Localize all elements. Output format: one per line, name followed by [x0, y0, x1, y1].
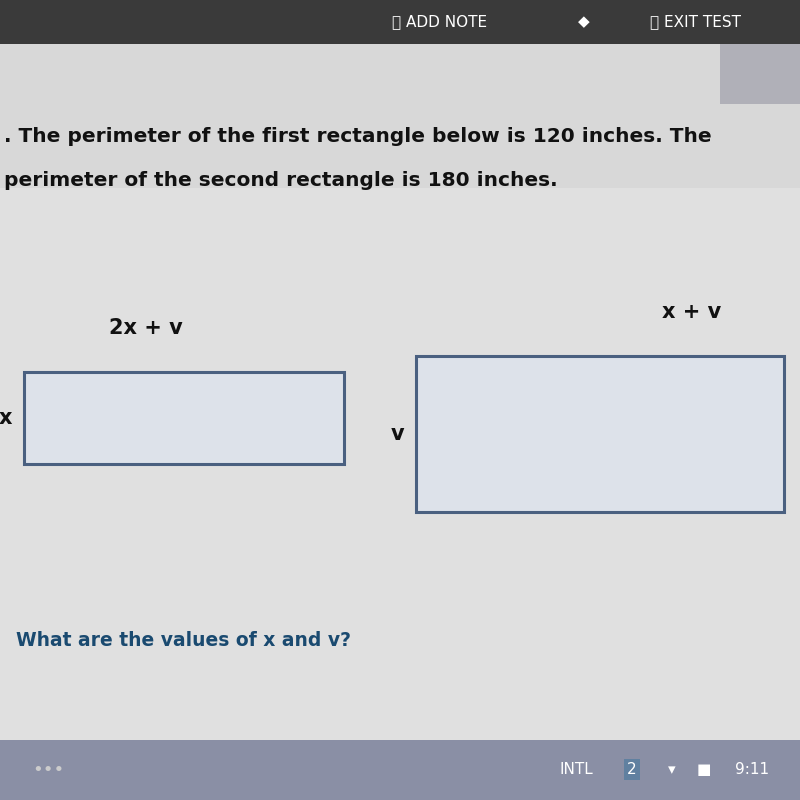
Text: perimeter of the second rectangle is 180 inches.: perimeter of the second rectangle is 180… [4, 170, 558, 190]
Text: 2: 2 [627, 762, 637, 777]
Text: ◆: ◆ [578, 14, 590, 30]
Text: v: v [390, 424, 404, 444]
Text: 2x + v: 2x + v [109, 318, 182, 338]
Text: ⮞ EXIT TEST: ⮞ EXIT TEST [650, 14, 742, 30]
Bar [416, 356, 784, 512]
Bar [24, 372, 344, 464]
Bar [0, 740, 800, 800]
Text: •••: ••• [32, 761, 64, 778]
Text: INTL: INTL [559, 762, 593, 777]
Text: ■: ■ [697, 762, 711, 777]
Bar [0, 0, 800, 44]
Text: x + v: x + v [662, 302, 722, 322]
Polygon shape [720, 104, 800, 128]
Text: What are the values of x and v?: What are the values of x and v? [16, 630, 351, 650]
Bar [720, 44, 800, 104]
Text: 9:11: 9:11 [735, 762, 769, 777]
Text: ▾: ▾ [668, 762, 676, 777]
Text: x: x [0, 408, 12, 428]
Text: . The perimeter of the first rectangle below is 120 inches. The: . The perimeter of the first rectangle b… [4, 126, 712, 146]
Text: ➕ ADD NOTE: ➕ ADD NOTE [393, 14, 487, 30]
Bar [0, 188, 800, 740]
